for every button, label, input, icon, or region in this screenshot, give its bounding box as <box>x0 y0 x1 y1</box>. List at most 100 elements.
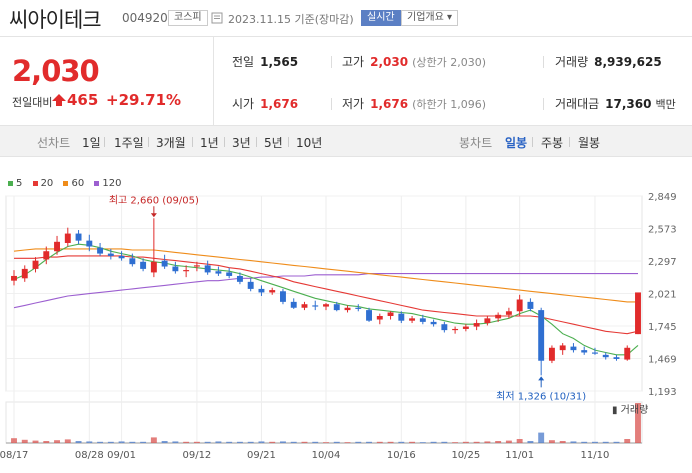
trade-value-stat: 거래대금 17,360 백만 <box>555 95 676 112</box>
volume-bar <box>538 432 545 443</box>
candle-body <box>333 304 340 311</box>
volume-bar <box>107 441 114 443</box>
tab-3m[interactable]: 3개월 <box>156 136 186 150</box>
candle-body <box>516 299 523 312</box>
current-price: 2,030 <box>12 54 100 88</box>
stat-value: 1,676 <box>260 97 299 111</box>
divider <box>148 137 149 147</box>
company-info-dropdown[interactable]: 기업개요 ▾ <box>401 10 458 26</box>
candle-body <box>462 326 469 329</box>
candle-body <box>387 312 394 316</box>
candle-body <box>150 261 157 273</box>
volume-bar <box>258 441 265 443</box>
upper-limit: (상한가 2,030) <box>412 56 486 69</box>
tab-10y[interactable]: 10년 <box>296 136 323 150</box>
volume-bar <box>441 441 448 443</box>
stat-label: 거래대금 <box>555 97 600 111</box>
legend-label: 120 <box>102 178 122 189</box>
open-stat: 시가 1,676 <box>232 95 298 112</box>
volume-bar <box>290 441 297 443</box>
volume-bar <box>21 439 28 443</box>
volume-bar <box>183 441 190 443</box>
candlestick-chart[interactable]: 2,849 2,573 2,297 2,021 1,745 1,469 1,193 08/17… <box>0 190 692 473</box>
candle-body <box>548 347 555 361</box>
ma20-line <box>14 255 639 335</box>
ma60-line <box>13 248 638 303</box>
tab-monthly[interactable]: 월봉 <box>578 136 601 150</box>
legend-label: 5 <box>16 178 23 189</box>
divider <box>224 137 225 147</box>
candle-body <box>366 310 372 321</box>
x-tick-label: 10/04 <box>312 450 341 461</box>
candle-body <box>581 350 588 353</box>
legend-ma5: 5 <box>8 178 22 189</box>
candle-body <box>236 275 243 282</box>
candle-body <box>344 307 351 311</box>
y-tick-label: 2,849 <box>648 192 677 203</box>
volume-bar <box>215 441 222 443</box>
tab-1y[interactable]: 1년 <box>200 136 219 150</box>
legend-label: 20 <box>40 178 54 189</box>
volume-bar <box>505 440 512 443</box>
candle-body <box>301 304 308 308</box>
tab-5y[interactable]: 5년 <box>264 136 283 150</box>
low-stat: 저가 1,676 (하한가 1,096) <box>342 95 486 112</box>
market-badge: 코스피 <box>168 10 208 26</box>
stock-title-bar: 씨아이테크 004920 코스피 2023.11.15 기준(장마감) 실시간 … <box>0 0 692 36</box>
stat-value: 8,939,625 <box>594 55 662 69</box>
volume-bar <box>193 441 200 443</box>
divider <box>331 56 332 68</box>
volume-bar <box>419 442 426 443</box>
x-tick-label: 09/01 <box>107 450 136 461</box>
volume-bar <box>226 441 233 443</box>
high-stat: 고가 2,030 (상한가 2,030) <box>342 53 486 70</box>
divider <box>256 137 257 147</box>
high-annotation: 최고 2,660 (09/05) <box>109 194 199 206</box>
candle-body <box>226 272 233 276</box>
candle-body <box>473 323 480 327</box>
candle-body <box>54 241 60 252</box>
volume-bar <box>624 439 631 443</box>
candle-body <box>215 271 222 274</box>
candle-body <box>559 345 566 351</box>
candle-body <box>247 281 254 289</box>
volume-bar <box>409 441 416 443</box>
tab-1w[interactable]: 1주일 <box>114 136 144 150</box>
prev-close-stat: 전일 1,565 <box>232 53 298 70</box>
up-arrow-icon <box>52 94 66 106</box>
candle-body <box>204 265 211 273</box>
candle-body <box>409 318 416 321</box>
stat-label: 고가 <box>342 55 365 69</box>
candle-chart-label: 봉차트 <box>459 136 493 150</box>
volume-label: ▮ 거래량 <box>612 404 648 416</box>
candle-body <box>376 315 383 320</box>
volume-bar <box>559 441 566 443</box>
realtime-button[interactable]: 실시간 <box>361 10 401 26</box>
tab-daily[interactable]: 일봉 <box>505 136 528 150</box>
tab-weekly[interactable]: 주봉 <box>541 136 564 150</box>
volume-bar <box>527 441 534 443</box>
volume-bar <box>43 441 50 443</box>
volume-bar <box>366 441 372 443</box>
tab-3y[interactable]: 3년 <box>232 136 251 150</box>
x-tick-label: 09/12 <box>182 450 211 461</box>
candle-body <box>161 260 168 267</box>
x-tick-label: 10/25 <box>451 450 480 461</box>
volume-bar <box>602 441 609 443</box>
volume-bar <box>462 441 469 443</box>
y-tick-label: 2,297 <box>648 257 677 268</box>
volume-bar <box>473 441 480 443</box>
stat-label: 전일 <box>232 55 255 69</box>
tab-1d[interactable]: 1일 <box>82 136 101 150</box>
candle-body <box>129 258 136 265</box>
candle-body <box>97 247 104 254</box>
candle-body <box>430 321 437 325</box>
candle-body <box>118 255 125 259</box>
lower-limit: (하한가 1,096) <box>412 98 486 111</box>
candle-body <box>193 265 200 267</box>
volume-bar <box>75 441 82 443</box>
volume-bar <box>355 441 362 443</box>
divider <box>569 137 570 147</box>
candle-body <box>602 354 609 358</box>
divider <box>288 137 289 147</box>
